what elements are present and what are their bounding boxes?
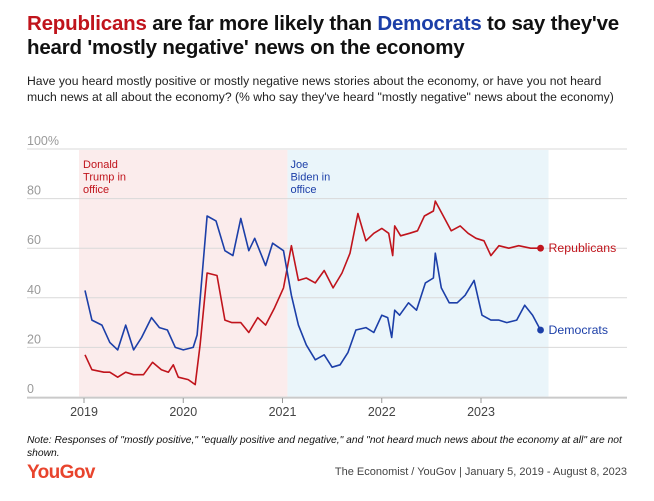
x-tick-label-2019: 2019 [70, 405, 98, 419]
title-republicans: Republicans [27, 12, 147, 35]
x-tick-label-2022: 2022 [368, 405, 396, 419]
x-tick-label-2021: 2021 [269, 405, 297, 419]
title-text-1: are far more likely than [146, 12, 378, 35]
y-tick-label-100: 100% [27, 134, 59, 148]
line-chart: 0 20 40 60 80 100% 2019 2020 2021 2022 2023 Donald T… [27, 134, 627, 419]
chart-note: Note: Responses of "mostly positive," "e… [27, 435, 622, 459]
series-label-democrats: Democrats [549, 323, 608, 337]
period-band-biden [287, 150, 549, 397]
title-text-2: to say they've heard 'mostly negative' n… [27, 12, 619, 59]
chart-title: Republicans are far more likely than Dem… [27, 12, 637, 60]
y-tick-label-40: 40 [27, 283, 41, 297]
period-band-trump [79, 150, 288, 397]
yougov-logo: YouGov [27, 462, 95, 483]
chart-source: The Economist / YouGov | January 5, 2019… [334, 466, 627, 478]
period-label-biden: Joe Biden in office [290, 159, 330, 196]
series-end-point-democrats [537, 326, 544, 334]
series-label-republicans: Republicans [549, 241, 617, 255]
chart-subtitle: Have you heard mostly positive or mostly… [27, 74, 614, 104]
y-tick-label-60: 60 [27, 233, 41, 247]
title-democrats: Democrats [377, 12, 482, 35]
period-label-trump: Donald Trump in office [83, 159, 126, 196]
series-end-point-republicans [537, 244, 544, 252]
x-tick-label-2023: 2023 [467, 405, 495, 419]
x-tick-label-2020: 2020 [169, 405, 197, 419]
series-line-democrats [84, 215, 542, 368]
y-tick-label-0: 0 [27, 382, 34, 396]
y-tick-label-80: 80 [27, 184, 41, 198]
series-line-republicans [84, 200, 541, 386]
y-tick-label-20: 20 [27, 332, 41, 346]
